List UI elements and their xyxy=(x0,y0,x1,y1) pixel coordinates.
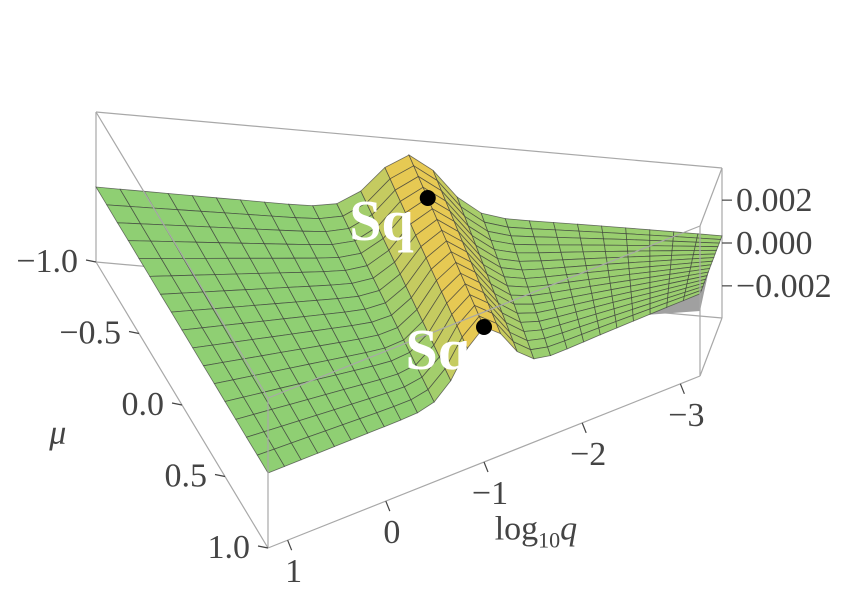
mu-tick-mark xyxy=(214,473,226,478)
box-edge-front xyxy=(267,225,701,399)
logq-axis-label: log10q xyxy=(495,511,577,553)
surface-quad xyxy=(513,303,537,314)
logq-tick-label: 0 xyxy=(383,514,400,551)
surface-quad xyxy=(556,236,583,246)
mu-tick-label: 0.0 xyxy=(122,386,165,423)
axis-labels: μ log10q xyxy=(48,415,577,553)
surface-quad xyxy=(531,228,558,238)
axis-ticks: −1.0 −0.50.00.51.0 −3 −2 −1 0 1 0.002 0.000 −0.00… xyxy=(16,182,831,590)
box-edge-back xyxy=(95,111,723,169)
logq-tick-mark xyxy=(483,461,489,473)
box-edge-front xyxy=(699,317,723,377)
logq-tick-mark xyxy=(287,539,293,551)
mu-tick-mark xyxy=(171,402,183,406)
surface-quad xyxy=(604,244,629,252)
surface-quad xyxy=(693,245,719,251)
surface-quad xyxy=(672,240,697,247)
mu-tick-mark xyxy=(257,545,269,549)
mu-tick-label: 1.0 xyxy=(208,529,251,566)
mu-tick-label: −0.5 xyxy=(59,315,121,352)
annotation-label: Sq xyxy=(349,188,414,253)
annotation-marker xyxy=(419,190,436,206)
logq-tick-label: 1 xyxy=(285,553,302,590)
mu-tick-mark xyxy=(128,330,140,335)
surface-quad xyxy=(535,244,562,254)
logq-tick-label: −2 xyxy=(570,436,606,473)
surface-quad xyxy=(507,226,535,238)
annotation-label: Sq xyxy=(405,317,470,382)
surface-quad xyxy=(538,251,564,262)
surface-quad xyxy=(558,244,584,253)
surface-quad xyxy=(516,312,540,323)
annotation-marker xyxy=(476,319,492,335)
z-tick-label: 0.000 xyxy=(736,225,813,262)
surface-quad xyxy=(649,245,673,252)
annotations: Sq Sq xyxy=(349,188,492,382)
surface-quad xyxy=(603,238,628,246)
surface-quad xyxy=(581,244,606,253)
mu-tick-label: 0.5 xyxy=(165,458,208,495)
logq-tick-mark xyxy=(679,383,685,395)
mu-axis-label: μ xyxy=(48,415,66,452)
surface-quad xyxy=(513,243,540,254)
logq-tick-label: −1 xyxy=(472,475,508,512)
logq-tick-label: −3 xyxy=(668,397,704,434)
surface-quad xyxy=(533,236,560,246)
surface-quad xyxy=(518,260,545,271)
surface-quad xyxy=(554,229,581,239)
surface-quad xyxy=(626,239,651,247)
surface-quad xyxy=(579,237,605,246)
surface-quad xyxy=(602,231,628,240)
z-tick-label: −0.002 xyxy=(736,268,832,305)
logq-tick-mark xyxy=(385,500,391,512)
surface-quad xyxy=(516,252,542,262)
mu-tick-mark xyxy=(85,259,97,263)
mu-tick-label: −1.0 xyxy=(16,243,78,280)
surface-quad xyxy=(510,235,538,246)
surface-quad xyxy=(578,230,604,240)
box-edge-front xyxy=(95,111,269,399)
z-tick-label: 0.002 xyxy=(736,182,813,219)
logq-tick-mark xyxy=(581,422,587,434)
box-edge-front xyxy=(699,167,723,227)
surface-quad xyxy=(671,245,696,252)
